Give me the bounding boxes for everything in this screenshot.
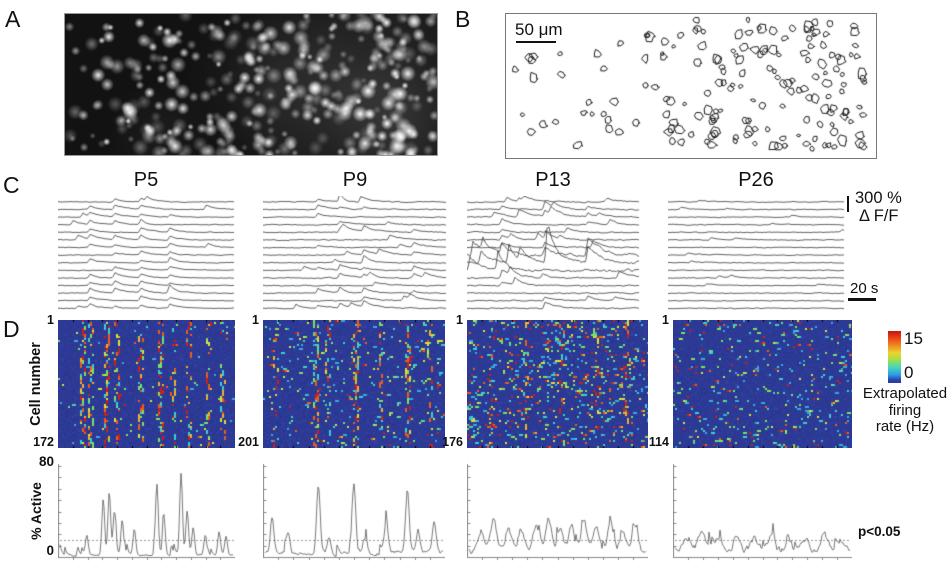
age-title-p26: P26: [738, 169, 774, 191]
colorbar-title-line1: Extrapolated: [862, 385, 948, 402]
percent-active-min: 0: [46, 543, 54, 558]
heatmap-p5: [58, 320, 235, 448]
panel-b-label: B: [455, 6, 471, 32]
panel-c-label: C: [3, 172, 20, 198]
traces-p26: [668, 196, 845, 310]
colorbar-max: 15: [904, 329, 923, 348]
scale-bar-label: 50 μm: [515, 20, 563, 39]
age-title-p13: P13: [535, 169, 571, 191]
percent-active-p9: [263, 460, 445, 562]
colorbar: [888, 331, 901, 383]
cell-outline-map: [506, 14, 874, 156]
first-cell-label: 1: [662, 313, 669, 327]
cell-count-p5: 172: [33, 435, 54, 449]
cell-number-axis-label: Cell number: [28, 342, 44, 426]
panel-d-label: D: [3, 316, 20, 342]
traces-p9: [263, 196, 447, 310]
heatmap-p9: [263, 320, 445, 448]
fluorescence-image: [64, 13, 438, 156]
cell-count-p26: 114: [648, 435, 669, 449]
cell-count-p9: 201: [238, 435, 259, 449]
significance-label: p<0.05: [858, 524, 901, 539]
percent-active-p26: [673, 460, 852, 562]
cell-outline-box: 50 μm: [505, 13, 877, 159]
amplitude-scale-bar: [847, 196, 849, 212]
first-cell-label: 1: [456, 313, 463, 327]
heatmap-p26: [673, 320, 852, 448]
amplitude-scale-unit: Δ F/F: [859, 207, 899, 225]
traces-p13: [467, 196, 640, 310]
panel-a-label: A: [5, 6, 21, 32]
first-cell-label: 1: [252, 313, 259, 327]
time-scale-value: 20 s: [850, 280, 879, 297]
colorbar-title-line3: rate (Hz): [875, 418, 935, 435]
first-cell-label: 1: [47, 313, 54, 327]
age-title-p5: P5: [133, 169, 159, 191]
percent-active-p13: [467, 460, 648, 562]
cell-count-p13: 176: [442, 435, 463, 449]
age-title-p9: P9: [342, 169, 368, 191]
amplitude-scale-value: 300 %: [855, 189, 902, 207]
time-scale-bar: [848, 298, 876, 301]
colorbar-title-line2: firing: [888, 401, 922, 419]
heatmap-p13: [467, 320, 648, 448]
percent-active-max: 80: [38, 454, 54, 469]
colorbar-min: 0: [904, 363, 914, 382]
colorbar-title: Extrapolated firing rate (Hz): [845, 385, 951, 436]
traces-p5: [58, 196, 235, 310]
scale-bar-line: [516, 41, 556, 43]
percent-active-p5: [58, 460, 235, 562]
